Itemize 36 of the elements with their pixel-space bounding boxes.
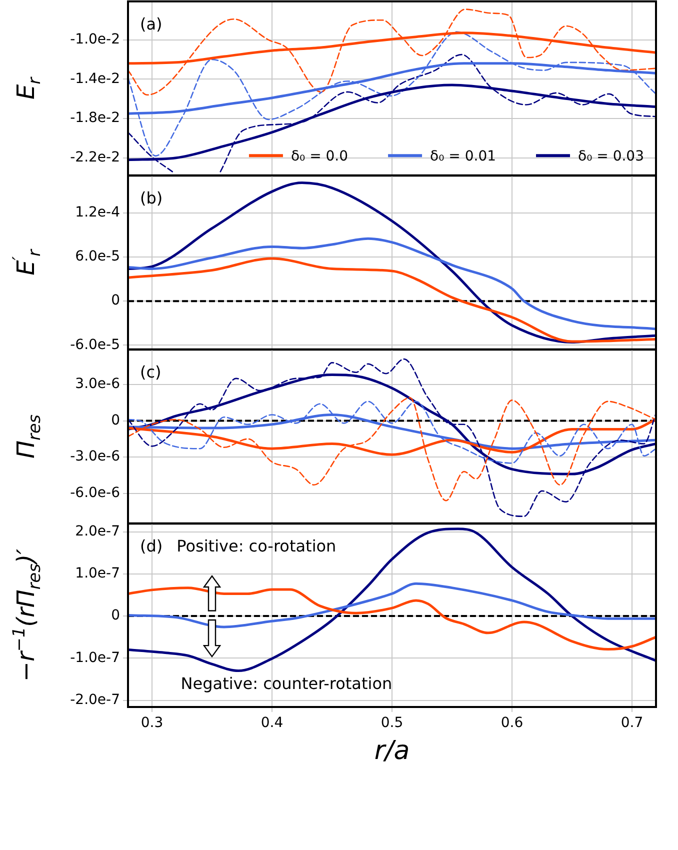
x-axis-title: r/a [374, 736, 410, 766]
y-tick-label: -2.2e-2 [70, 149, 120, 166]
annotation: (a) [140, 14, 162, 34]
y-axis-title: Er [12, 76, 44, 100]
annotation: (b) [140, 188, 163, 208]
legend-label: δ₀ = 0.03 [578, 148, 644, 164]
y-tick-label: -1.0e-7 [70, 650, 120, 666]
y-tick-label: 2.0e-7 [75, 524, 120, 540]
y-tick-label: -2.0e-7 [70, 692, 120, 708]
annotation: Positive: co-rotation [176, 536, 336, 556]
y-tick-label: 1.2e-4 [75, 204, 120, 220]
y-axis-title: −r−1(rΠres)′ [8, 548, 44, 682]
x-tick-label: 0.6 [500, 715, 524, 732]
annotation: (d) [140, 536, 163, 556]
annotation: Negative: counter-rotation [180, 674, 392, 694]
y-tick-label: -3.0e-6 [70, 448, 120, 465]
y-tick-label: -1.0e-2 [70, 31, 120, 48]
legend-label: δ₀ = 0.0 [290, 148, 348, 164]
x-tick-label: 0.7 [620, 715, 644, 732]
y-tick-label: -1.8e-2 [70, 110, 120, 126]
y-tick-label: 1.0e-7 [75, 566, 120, 582]
y-tick-label: 0 [111, 412, 120, 428]
y-tick-label: 0 [111, 608, 120, 624]
x-tick-label: 0.5 [380, 715, 404, 732]
y-tick-label: 6.0e-5 [75, 248, 120, 264]
y-axis-title: Πres [12, 414, 44, 459]
y-axis-title: E′r [8, 248, 44, 276]
x-tick-label: 0.3 [140, 715, 164, 732]
legend-label: δ₀ = 0.01 [430, 148, 496, 164]
annotation: (c) [140, 362, 162, 382]
y-tick-label: -1.4e-2 [70, 70, 120, 86]
x-tick-label: 0.4 [260, 715, 284, 732]
y-tick-label: 3.0e-6 [75, 376, 120, 392]
y-tick-label: 0 [111, 292, 120, 309]
y-tick-label: -6.0e-5 [70, 336, 120, 353]
y-tick-label: -6.0e-6 [70, 485, 120, 501]
